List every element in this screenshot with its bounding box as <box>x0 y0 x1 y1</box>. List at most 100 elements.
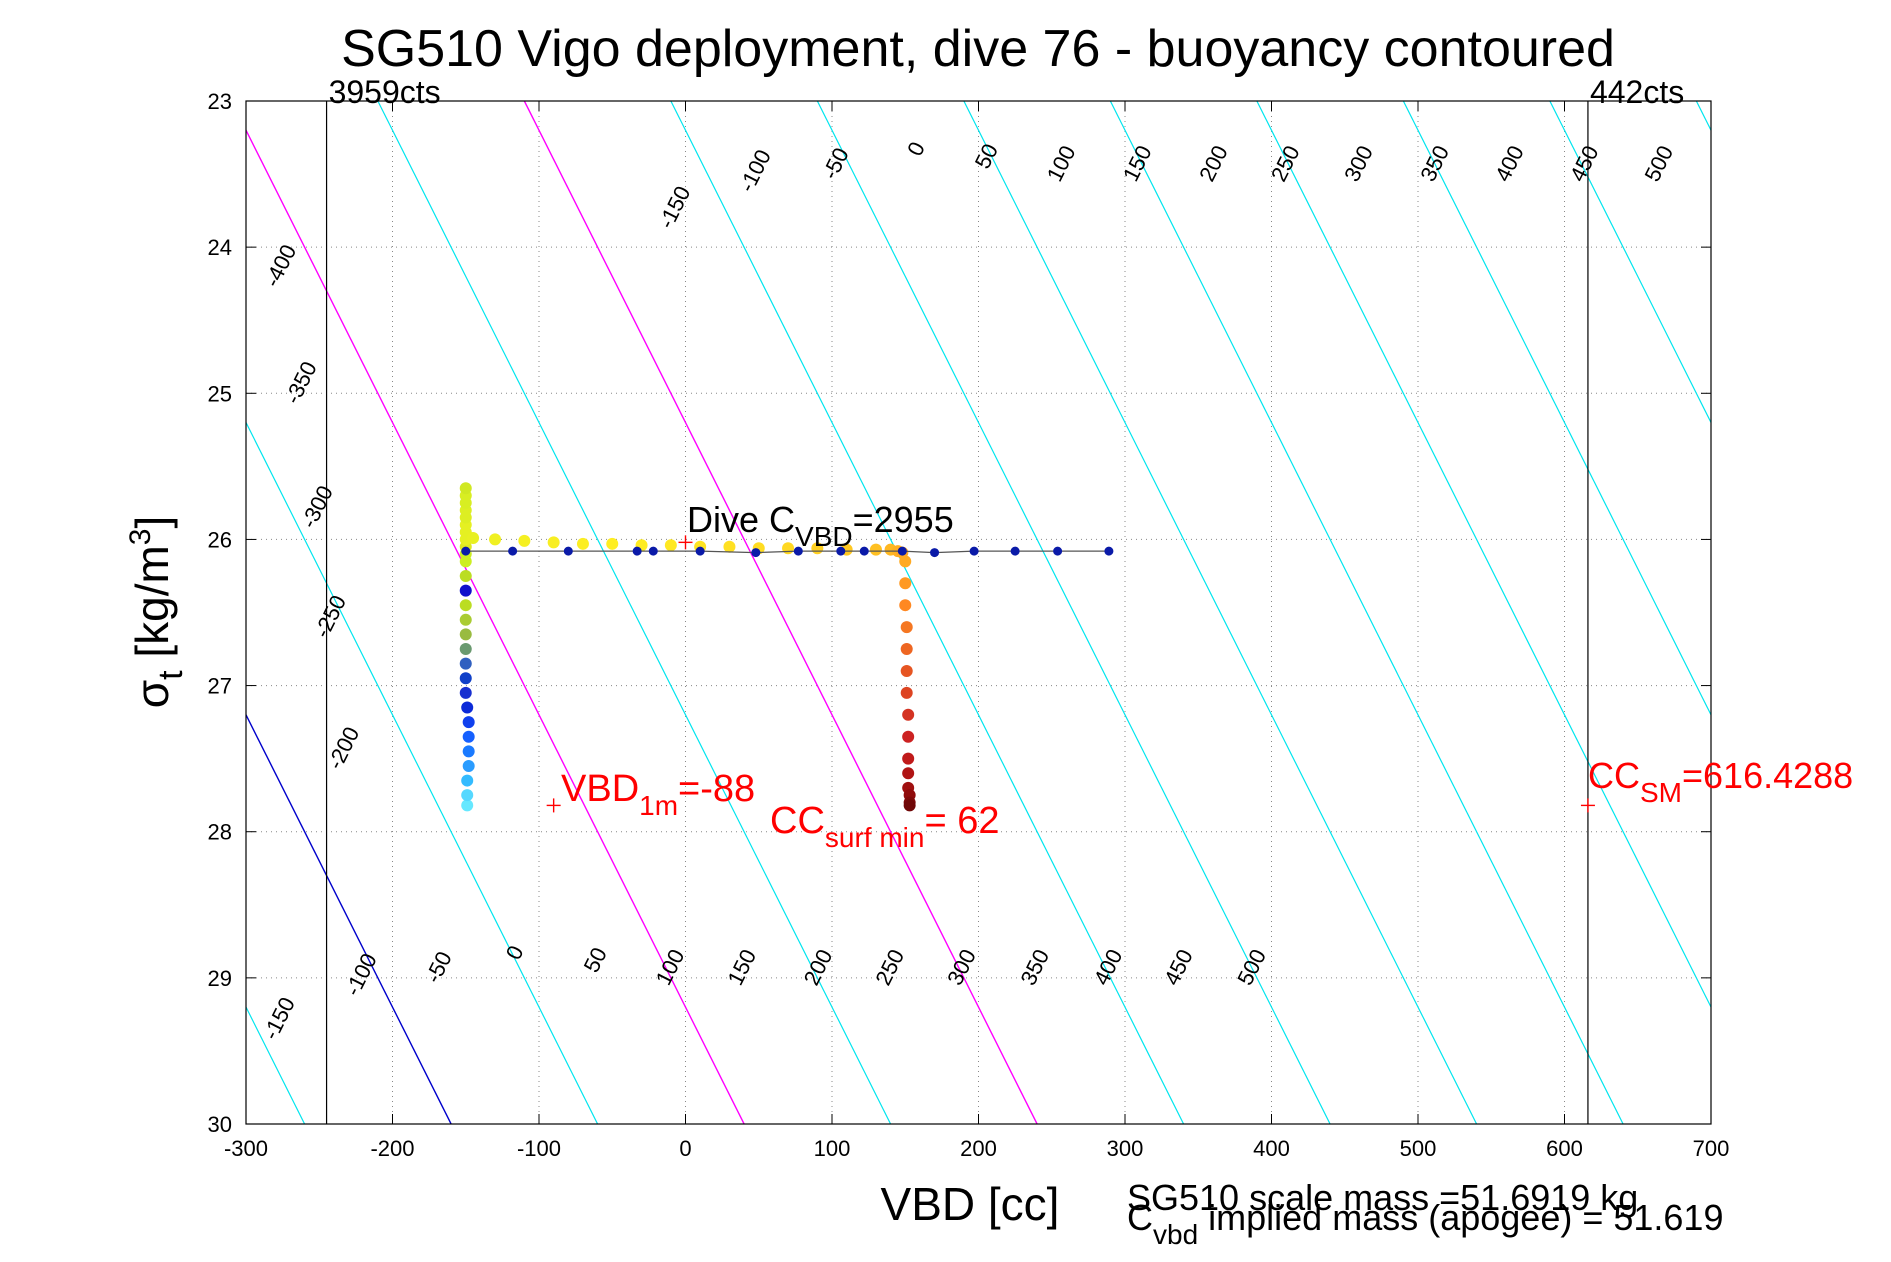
chart-title: SG510 Vigo deployment, dive 76 - buoyanc… <box>341 20 1615 78</box>
data-point <box>518 534 531 547</box>
axis-ticks: -300 -200 -100 0 100 200 300 400 500 600 700 23 24 25… <box>208 89 1730 1161</box>
data-point <box>467 531 480 544</box>
contour-line <box>1695 101 1711 132</box>
y-axis-label: σt [kg/m3] <box>124 516 190 709</box>
data-point <box>859 546 869 556</box>
contour-line <box>963 101 1478 1124</box>
data-point <box>461 546 471 556</box>
x-tick-label: 200 <box>960 1136 997 1161</box>
contour-line <box>816 101 1331 1124</box>
data-point <box>461 774 474 787</box>
data-point <box>902 752 915 765</box>
y-axis-label-subscript: t <box>152 670 190 680</box>
x-tick-label: 300 <box>1107 1136 1144 1161</box>
y-tick-label: 28 <box>208 820 232 845</box>
data-point <box>903 799 916 812</box>
data-point <box>459 628 472 641</box>
vbd-1m-value: =-88 <box>678 768 755 810</box>
data-point <box>508 546 518 556</box>
dive-cvbd-subscript: VBD <box>795 521 853 552</box>
data-point <box>459 657 472 670</box>
data-point <box>902 730 915 743</box>
data-point <box>869 543 882 556</box>
y-tick-label: 29 <box>208 966 232 991</box>
y-tick-label: 26 <box>208 527 232 552</box>
vbd-1m-text: VBD <box>561 768 639 810</box>
data-point <box>462 759 475 772</box>
contour-line <box>246 128 745 1124</box>
y-axis-label-unit: [kg/m <box>126 545 178 670</box>
data-point <box>461 799 474 812</box>
data-point <box>751 548 761 558</box>
x-tick-label: -100 <box>517 1136 561 1161</box>
data-point <box>723 540 736 553</box>
limit-label: 3959cts <box>329 74 441 110</box>
x-tick-label: -200 <box>370 1136 414 1161</box>
x-axis-label: VBD [cc] <box>881 1178 1060 1230</box>
cvbd-implied-mass-text: Cvbd implied mass (apogee) = 51.619 <box>1127 1197 1723 1250</box>
cc-sm-subscript: SM <box>1640 777 1682 808</box>
x-tick-label: 400 <box>1253 1136 1290 1161</box>
limit-label: 442cts <box>1590 74 1684 110</box>
x-tick-label: 100 <box>814 1136 851 1161</box>
data-point <box>902 708 915 721</box>
data-point <box>459 482 472 495</box>
data-point <box>459 686 472 699</box>
data-point <box>793 546 803 556</box>
vbd-limit-lines: 3959cts 442cts <box>325 74 1684 1124</box>
contour-line <box>523 101 1038 1124</box>
data-point <box>576 537 589 550</box>
data-point <box>900 621 913 634</box>
vbd-1m-annotation: VBD1m=-88 <box>561 768 755 821</box>
cc-surf-min-annotation: CCsurf min= 62 <box>770 800 1000 853</box>
data-point <box>695 546 705 556</box>
data-point <box>782 542 795 555</box>
x-tick-label: 700 <box>1693 1136 1730 1161</box>
data-point <box>1053 546 1063 556</box>
cc-surf-min-text: CC <box>770 800 825 842</box>
annotation-markers <box>546 535 1595 813</box>
data-point <box>459 569 472 582</box>
plot-background <box>246 101 1711 1124</box>
data-point <box>459 584 472 597</box>
data-point <box>1104 546 1114 556</box>
data-point <box>900 643 913 656</box>
contour-line <box>1109 101 1624 1124</box>
contour-line <box>1549 101 1711 424</box>
data-point <box>897 546 907 556</box>
data-point <box>836 546 846 556</box>
data-point <box>930 548 940 558</box>
contour-line <box>1843 101 1891 1124</box>
data-point <box>563 546 573 556</box>
data-point <box>459 672 472 685</box>
data-point <box>461 789 474 802</box>
scale-mass-text: SG510 scale mass =51.6919 kg <box>1127 1177 1638 1218</box>
data-point <box>1010 546 1020 556</box>
y-axis-label-symbol: σ <box>126 680 178 708</box>
contour-line <box>1256 101 1711 1009</box>
y-axis-label-superscript: 3 <box>124 529 157 546</box>
contour-line <box>377 101 892 1124</box>
cvbd-text: C <box>1127 1197 1153 1238</box>
y-tick-label: 24 <box>208 235 232 260</box>
data-point <box>648 546 658 556</box>
data-point <box>902 767 915 780</box>
dive-cvbd-annotation: Dive CVBD=2955 <box>687 499 954 552</box>
y-axis-label-close: ] <box>126 516 178 529</box>
data-point <box>459 643 472 656</box>
dive-cvbd-value: =2955 <box>853 499 954 540</box>
data-point <box>459 599 472 612</box>
data-point <box>899 577 912 590</box>
contour-line <box>246 713 452 1124</box>
x-tick-label: -300 <box>224 1136 268 1161</box>
data-point <box>969 546 979 556</box>
x-tick-label: 0 <box>679 1136 691 1161</box>
data-point <box>632 546 642 556</box>
data-point <box>547 536 560 549</box>
cc-surf-min-value: = 62 <box>924 800 999 842</box>
contour-line <box>670 101 1185 1124</box>
data-point <box>900 664 913 677</box>
contour-line <box>1402 101 1711 717</box>
data-point <box>461 701 474 714</box>
